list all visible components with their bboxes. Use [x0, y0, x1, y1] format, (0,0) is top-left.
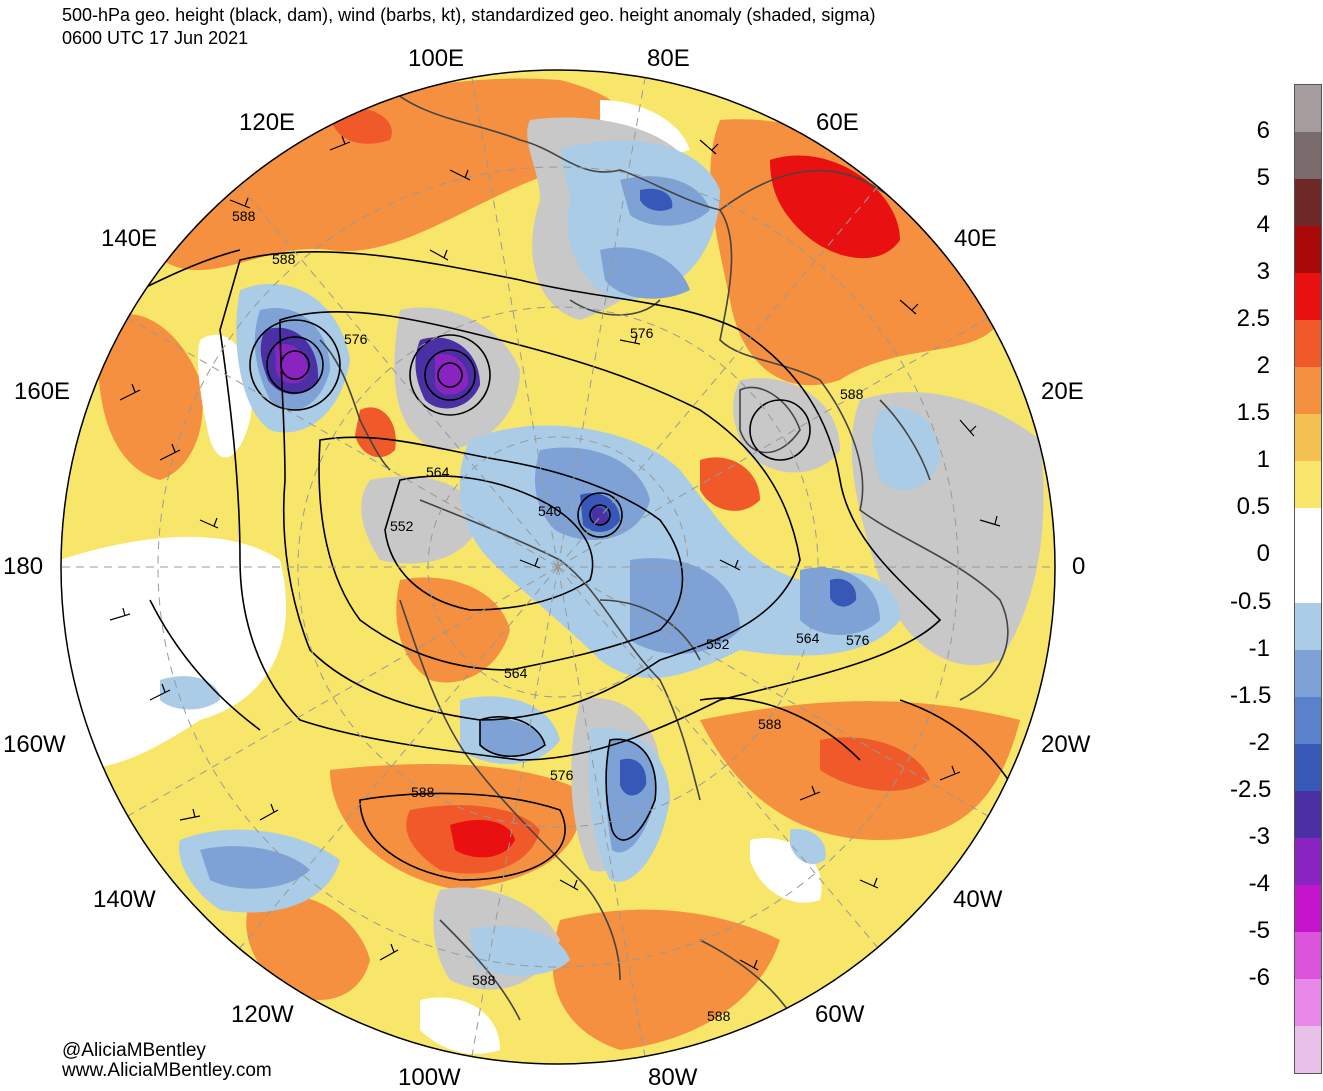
colorbar-segment [1295, 85, 1321, 133]
colorbar-segment [1295, 884, 1321, 933]
contour-label: 552 [706, 636, 730, 652]
colorbar-segment [1295, 508, 1321, 556]
contour-label: 576 [630, 325, 654, 341]
longitude-label: 40E [954, 225, 997, 252]
contour-label: 588 [272, 251, 296, 267]
colorbar-segment [1295, 367, 1321, 415]
longitude-label: 80E [647, 45, 690, 72]
colorbar-tick-label: -0.5 [1230, 587, 1272, 615]
contour-label: 588 [758, 716, 782, 732]
graticule [62, 77, 1054, 1057]
colorbar-tick-label: 4 [1256, 211, 1270, 239]
polar-stereographic-map: 588 588 576 576 588 564 552 540 552 564 … [60, 69, 1056, 1065]
colorbar-tick-label: -6 [1248, 963, 1270, 991]
colorbar-segment [1295, 132, 1321, 180]
contour-label: 552 [390, 518, 414, 534]
longitude-label: 160W [3, 731, 66, 758]
longitude-label: 80W [648, 1064, 698, 1091]
colorbar-tick-label: 2 [1256, 352, 1270, 380]
map-boundary [60, 69, 1056, 1065]
colorbar-segment [1295, 790, 1321, 839]
colorbar-tick-label: 5 [1256, 164, 1270, 192]
longitude-label: 120W [231, 1001, 294, 1028]
longitude-label: 20W [1041, 731, 1091, 758]
colorbar-segment [1295, 414, 1321, 462]
colorbar-segment [1295, 931, 1321, 980]
longitude-label: 100W [398, 1064, 461, 1091]
colorbar-segment [1295, 320, 1321, 368]
contour-label: 588 [840, 386, 864, 402]
colorbar-segment [1295, 978, 1321, 1027]
colorbar-segment [1295, 461, 1321, 509]
contour-label: 540 [538, 503, 562, 519]
longitude-label: 140W [93, 886, 156, 913]
colorbar [1294, 84, 1322, 1074]
colorbar-tick-label: -1.5 [1230, 681, 1272, 709]
contour-label: 564 [796, 630, 820, 646]
colorbar-tick-label: 1.5 [1236, 399, 1270, 427]
longitude-label: 100E [408, 45, 465, 72]
colorbar-segment [1295, 1025, 1321, 1074]
contour-label: 588 [411, 784, 435, 800]
wind-barbs [109, 135, 1001, 971]
colorbar-segment [1295, 179, 1321, 227]
contour-labels: 588 588 576 576 588 564 552 540 552 564 … [232, 208, 870, 1024]
colorbar-tick-label: 3 [1256, 258, 1270, 286]
colorbar-tick-label: 0.5 [1236, 493, 1270, 521]
longitude-label: 60W [815, 1001, 865, 1028]
colorbar-segment [1295, 837, 1321, 886]
longitude-label: 140E [101, 225, 158, 252]
longitude-label: 120E [239, 109, 296, 136]
colorbar-tick-label: 1 [1256, 446, 1270, 474]
contour-label: 576 [344, 331, 368, 347]
map-title: 500-hPa geo. height (black, dam), wind (… [62, 5, 876, 25]
colorbar-segment [1295, 226, 1321, 274]
colorbar-tick-label: -1 [1248, 634, 1270, 662]
longitude-label: 60E [816, 109, 859, 136]
colorbar-tick-label: 6 [1256, 117, 1270, 145]
colorbar-segment [1295, 649, 1321, 698]
longitude-label: 20E [1041, 378, 1084, 405]
longitude-label: 180 [3, 553, 44, 580]
longitude-label: 40W [953, 886, 1003, 913]
credit-website: www.AliciaMBentley.com [62, 1060, 272, 1081]
height-contours [119, 249, 1021, 881]
contour-label: 588 [472, 972, 496, 988]
colorbar-tick-label: 2.5 [1236, 305, 1270, 333]
credit-handle: @AliciaMBentley [62, 1040, 206, 1061]
longitude-label: 0 [1072, 553, 1086, 580]
colorbar-segment [1295, 602, 1321, 651]
colorbar-segment [1295, 273, 1321, 321]
colorbar-tick-label: -2.5 [1230, 775, 1272, 803]
colorbar-segment [1295, 555, 1321, 604]
colorbar-segment [1295, 696, 1321, 745]
contour-label: 588 [707, 1008, 731, 1024]
contour-label: 576 [846, 632, 870, 648]
colorbar-segment [1295, 743, 1321, 792]
contour-label: 588 [232, 208, 256, 224]
contour-label: 576 [550, 767, 574, 783]
colorbar-tick-label: -4 [1248, 869, 1270, 897]
map-valid-time: 0600 UTC 17 Jun 2021 [62, 28, 249, 48]
anomaly-shading [61, 70, 1055, 1064]
colorbar-tick-label: 0 [1256, 540, 1270, 568]
colorbar-tick-label: -2 [1248, 728, 1270, 756]
colorbar-tick-label: -3 [1248, 822, 1270, 850]
colorbar-tick-label: -5 [1248, 916, 1270, 944]
contour-label: 564 [426, 464, 450, 480]
longitude-label: 160E [14, 378, 71, 405]
contour-label: 564 [504, 665, 528, 681]
